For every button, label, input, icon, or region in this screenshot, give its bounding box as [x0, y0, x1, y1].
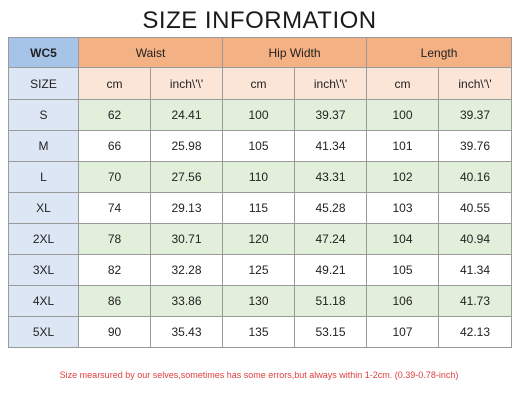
table-row: M 66 25.98 105 41.34 101 39.76: [8, 130, 513, 162]
table-row: 3XL 82 32.28 125 49.21 105 41.34: [8, 254, 513, 286]
hip-width-inch: 47.24: [293, 223, 368, 255]
size-column-header: SIZE: [8, 67, 79, 100]
length-inch: 39.37: [438, 99, 513, 131]
measurement-note: Size mearsured by our selves,sometimes h…: [59, 370, 459, 380]
size-label: 3XL: [8, 254, 79, 286]
length-cm: 102: [366, 161, 440, 193]
waist-inch: 27.56: [150, 161, 223, 193]
waist-inch: 25.98: [150, 130, 223, 162]
group-header-waist: Waist: [78, 37, 223, 68]
size-table: WC5 Waist Hip Width Length SIZE cm inch\…: [8, 37, 513, 348]
size-label: 4XL: [8, 285, 79, 317]
size-label: S: [8, 99, 79, 131]
waist-cm: 74: [78, 192, 151, 224]
length-inch: 40.16: [438, 161, 513, 193]
hip-width-inch: 43.31: [293, 161, 368, 193]
unit-header-cm: cm: [78, 67, 151, 100]
length-inch: 40.94: [438, 223, 513, 255]
hip-width-cm: 100: [222, 99, 295, 131]
group-header-hip-width: Hip Width: [221, 37, 368, 68]
table-row: XL 74 29.13 115 45.28 103 40.55: [8, 192, 513, 224]
waist-cm: 78: [78, 223, 151, 255]
hip-width-cm: 125: [222, 254, 295, 286]
hip-width-cm: 120: [222, 223, 295, 255]
unit-header-cm: cm: [222, 67, 295, 100]
waist-cm: 86: [78, 285, 151, 317]
hip-width-cm: 110: [222, 161, 295, 193]
table-row: 4XL 86 33.86 130 51.18 106 41.73: [8, 285, 513, 317]
hip-width-inch: 41.34: [293, 130, 368, 162]
hip-width-inch: 53.15: [293, 316, 368, 348]
table-row: 5XL 90 35.43 135 53.15 107 42.13: [8, 316, 513, 348]
header-row: WC5 Waist Hip Width Length: [8, 37, 513, 68]
length-inch: 41.73: [438, 285, 513, 317]
waist-cm: 70: [78, 161, 151, 193]
length-inch: 39.76: [438, 130, 513, 162]
waist-cm: 62: [78, 99, 151, 131]
length-cm: 107: [366, 316, 440, 348]
hip-width-cm: 135: [222, 316, 295, 348]
model-code: WC5: [8, 37, 79, 68]
hip-width-inch: 39.37: [293, 99, 368, 131]
waist-inch: 32.28: [150, 254, 223, 286]
hip-width-inch: 49.21: [293, 254, 368, 286]
length-cm: 103: [366, 192, 440, 224]
hip-width-inch: 51.18: [293, 285, 368, 317]
length-cm: 105: [366, 254, 440, 286]
table-row: S 62 24.41 100 39.37 100 39.37: [8, 99, 513, 131]
hip-width-inch: 45.28: [293, 192, 368, 224]
unit-header-inch: inch\'\': [150, 67, 223, 100]
length-inch: 42.13: [438, 316, 513, 348]
table-row: L 70 27.56 110 43.31 102 40.16: [8, 161, 513, 193]
page-title: SIZE INFORMATION: [142, 7, 377, 34]
table-row: 2XL 78 30.71 120 47.24 104 40.94: [8, 223, 513, 255]
size-label: 5XL: [8, 316, 79, 348]
size-label: L: [8, 161, 79, 193]
length-inch: 40.55: [438, 192, 513, 224]
unit-header-inch: inch\'\': [293, 67, 368, 100]
unit-header-inch: inch\'\': [438, 67, 513, 100]
size-label: M: [8, 130, 79, 162]
hip-width-cm: 105: [222, 130, 295, 162]
waist-cm: 90: [78, 316, 151, 348]
group-header-length: Length: [366, 37, 513, 68]
length-cm: 104: [366, 223, 440, 255]
length-cm: 106: [366, 285, 440, 317]
hip-width-cm: 130: [222, 285, 295, 317]
waist-inch: 35.43: [150, 316, 223, 348]
unit-header-cm: cm: [366, 67, 440, 100]
unit-row: SIZE cm inch\'\' cm inch\'\' cm inch\'\': [8, 67, 513, 100]
waist-inch: 24.41: [150, 99, 223, 131]
waist-inch: 29.13: [150, 192, 223, 224]
waist-cm: 82: [78, 254, 151, 286]
length-cm: 100: [366, 99, 440, 131]
waist-inch: 33.86: [150, 285, 223, 317]
size-label: XL: [8, 192, 79, 224]
waist-cm: 66: [78, 130, 151, 162]
hip-width-cm: 115: [222, 192, 295, 224]
size-label: 2XL: [8, 223, 79, 255]
length-inch: 41.34: [438, 254, 513, 286]
length-cm: 101: [366, 130, 440, 162]
waist-inch: 30.71: [150, 223, 223, 255]
